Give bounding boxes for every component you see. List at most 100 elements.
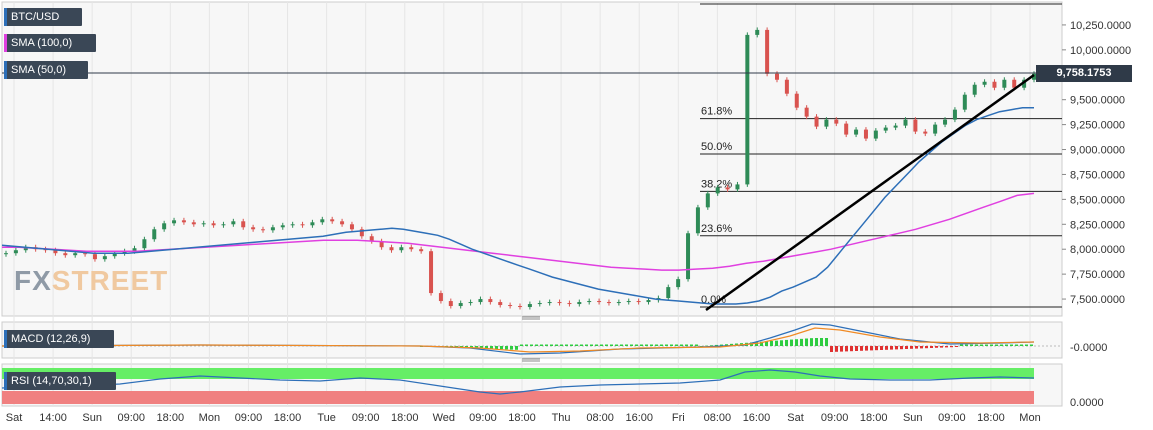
candle <box>290 221 295 228</box>
candle <box>616 299 621 306</box>
macd-histogram-bar <box>845 346 848 352</box>
macd-histogram-bar <box>690 344 693 346</box>
candle <box>241 218 246 230</box>
macd-histogram-bar <box>510 346 513 350</box>
macd-histogram-bar <box>475 346 478 349</box>
candle <box>162 220 167 232</box>
candle <box>300 221 305 228</box>
macd-histogram-bar <box>960 344 963 346</box>
time-tick-label: 18:00 <box>391 412 419 424</box>
price-tick-label: 9,250.0000 <box>1070 120 1125 132</box>
candle <box>606 299 611 306</box>
time-tick-label: 08:00 <box>586 412 614 424</box>
candle <box>1022 77 1027 91</box>
sma50-label[interactable]: SMA (50,0) <box>4 61 88 79</box>
macd-histogram-bar <box>710 345 713 346</box>
macd-histogram-bar <box>825 338 828 346</box>
rsi-line <box>1 369 1035 395</box>
macd-histogram-bar <box>940 346 943 348</box>
macd-histogram-bar <box>820 338 823 346</box>
candle <box>715 184 720 196</box>
candle <box>172 217 177 226</box>
macd-histogram-bar <box>775 340 778 346</box>
candle <box>330 216 335 224</box>
macd-histogram-bar <box>900 346 903 350</box>
candle <box>982 79 987 88</box>
price-tick-label: 7,500.0000 <box>1070 294 1125 306</box>
macd-histogram-bar <box>505 346 508 350</box>
price-tick-label: 9,000.0000 <box>1070 145 1125 157</box>
candle <box>854 127 859 138</box>
macd-histogram-bar <box>665 344 668 346</box>
candle <box>824 117 829 130</box>
macd-histogram-bar <box>945 346 948 348</box>
time-tick-label: 09:00 <box>117 412 145 424</box>
macd-histogram-bar <box>805 338 808 346</box>
candle <box>933 122 938 137</box>
macd-histogram-bar <box>880 346 883 350</box>
macd-histogram-bar <box>910 346 913 349</box>
candle <box>379 238 384 250</box>
time-tick-label: Mon <box>199 412 220 424</box>
candle <box>518 303 522 310</box>
candle <box>735 181 740 192</box>
macd-histogram-bar <box>895 346 898 350</box>
trendline <box>705 73 1035 312</box>
candle <box>626 298 631 305</box>
fib-level-label: 38.2% <box>701 178 732 190</box>
price-tick-label: 8,500.0000 <box>1070 194 1125 206</box>
candle <box>4 250 8 257</box>
macd-histogram-bar <box>1015 344 1018 346</box>
candle <box>597 298 602 305</box>
fib-level-label: 61.8% <box>701 106 732 118</box>
macd-histogram-bar <box>1020 344 1023 346</box>
macd-histogram-bar <box>975 344 978 346</box>
symbol-label[interactable]: BTC/USD <box>4 8 82 26</box>
candle <box>794 91 799 111</box>
time-tick-label: 09:00 <box>821 412 849 424</box>
candle <box>695 204 700 236</box>
candle <box>389 244 394 253</box>
candle <box>804 105 809 120</box>
sma100-label[interactable]: SMA (100,0) <box>4 34 96 52</box>
candle <box>340 218 345 227</box>
candle <box>1002 77 1007 91</box>
candle <box>369 233 374 244</box>
candle <box>636 298 641 305</box>
macd-histogram-bar <box>580 344 583 346</box>
macd-histogram-bar <box>920 346 923 349</box>
macd-label[interactable]: MACD (12,26,9) <box>4 330 114 348</box>
candle <box>992 79 997 91</box>
macd-histogram-bar <box>610 344 613 346</box>
price-tick-label: 8,750.0000 <box>1070 169 1125 181</box>
rsi-oversold-band <box>2 391 1034 404</box>
macd-histogram-bar <box>685 344 688 346</box>
macd-histogram-bar <box>865 346 868 351</box>
macd-histogram-bar <box>970 344 973 346</box>
macd-histogram-bar <box>695 344 698 346</box>
candle <box>231 218 236 227</box>
macd-histogram-bar <box>990 344 993 346</box>
time-tick-label: 16:00 <box>625 412 653 424</box>
rsi-label[interactable]: RSI (14,70,30,1) <box>4 372 116 390</box>
time-tick-label: Sat <box>787 412 804 424</box>
candle <box>646 297 651 305</box>
panel-resize-handle[interactable] <box>522 358 540 362</box>
macd-histogram-bar <box>985 344 988 346</box>
macd-histogram-bar <box>585 344 588 346</box>
panel-resize-handle[interactable] <box>522 316 540 320</box>
candle <box>320 216 325 225</box>
macd-histogram-bar <box>590 344 593 346</box>
time-tick-label: 09:00 <box>938 412 966 424</box>
time-tick-label: 18:00 <box>274 412 302 424</box>
macd-histogram-bar <box>765 341 768 346</box>
candle <box>527 301 532 310</box>
candle <box>359 226 364 239</box>
time-tick-label: 09:00 <box>235 412 263 424</box>
macd-histogram-bar <box>760 341 763 346</box>
macd-histogram-bar <box>605 344 608 346</box>
macd-histogram-bar <box>565 344 568 346</box>
macd-histogram-bar <box>615 344 618 346</box>
candle <box>863 127 868 142</box>
